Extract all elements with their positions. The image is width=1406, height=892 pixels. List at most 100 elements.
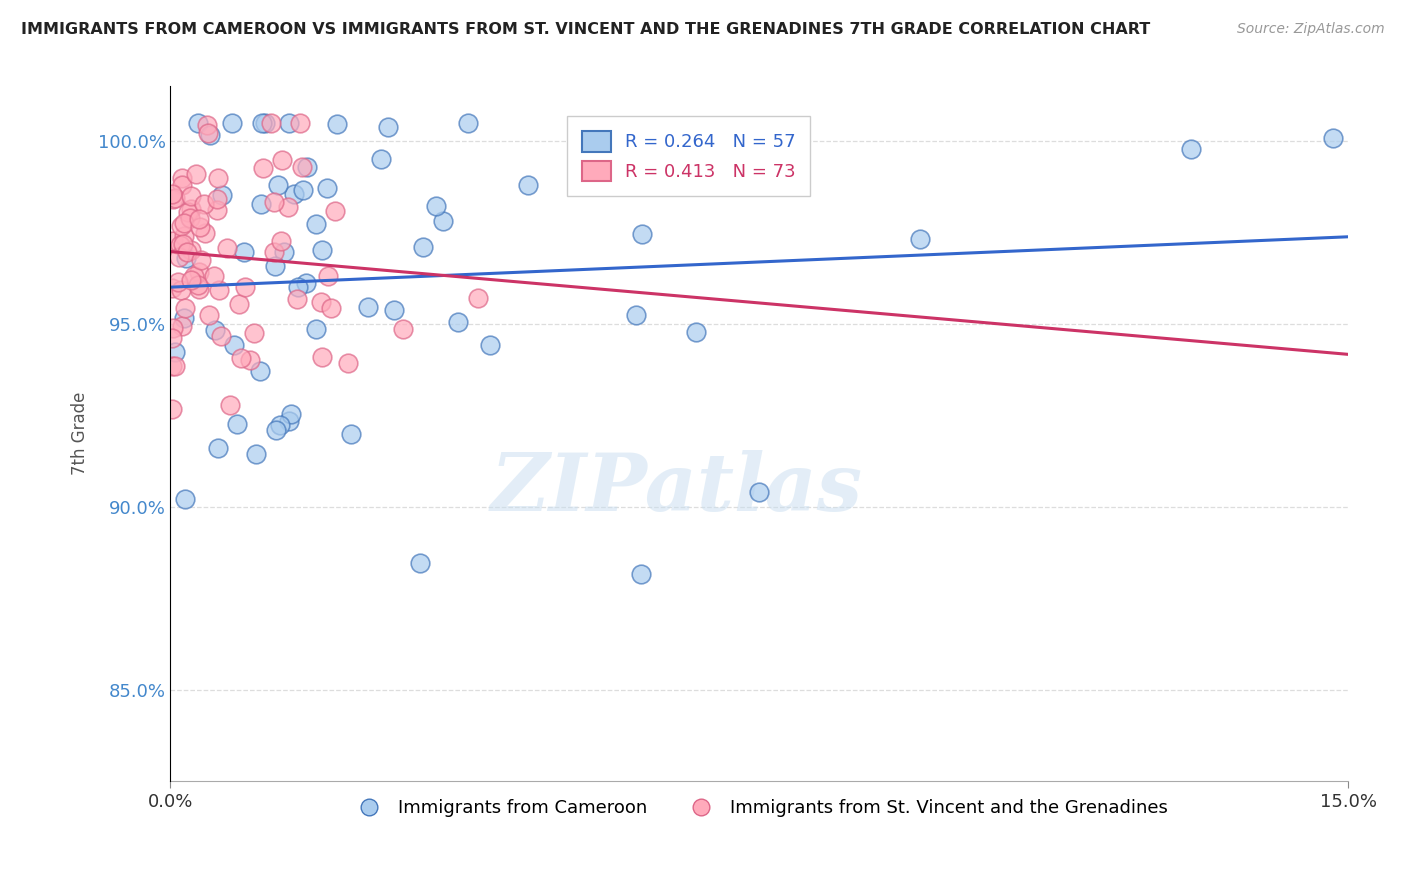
- Point: [180, 244, 202, 258]
- Point: [169, 219, 191, 233]
- Point: [174, 301, 197, 315]
- Point: [180, 188, 202, 202]
- Point: [295, 160, 318, 174]
- Point: [287, 279, 309, 293]
- Point: [516, 178, 538, 192]
- Point: [233, 245, 256, 260]
- Point: [235, 279, 257, 293]
- Point: [250, 116, 273, 130]
- Point: [685, 325, 707, 339]
- Point: [187, 282, 209, 296]
- Point: [245, 447, 267, 461]
- Point: [215, 241, 238, 255]
- Point: [174, 251, 197, 265]
- Point: [315, 181, 337, 195]
- Point: [176, 245, 198, 260]
- Point: [239, 353, 262, 368]
- Point: [339, 427, 361, 442]
- Point: [188, 212, 211, 227]
- Point: [277, 116, 299, 130]
- Point: [252, 161, 274, 176]
- Point: [316, 268, 339, 283]
- Point: [160, 330, 183, 344]
- Point: [173, 311, 195, 326]
- Point: [285, 292, 308, 306]
- Point: [173, 216, 195, 230]
- Point: [259, 116, 281, 130]
- Point: [222, 337, 245, 351]
- Point: [170, 318, 193, 333]
- Point: [202, 268, 225, 283]
- Point: [205, 192, 228, 206]
- Point: [624, 309, 647, 323]
- Point: [1322, 130, 1344, 145]
- Point: [425, 199, 447, 213]
- Point: [283, 187, 305, 202]
- Point: [173, 228, 195, 243]
- Point: [269, 417, 291, 432]
- Point: [209, 328, 232, 343]
- Point: [336, 356, 359, 370]
- Point: [167, 250, 190, 264]
- Point: [194, 226, 217, 240]
- Point: [205, 202, 228, 217]
- Point: [163, 191, 186, 205]
- Point: [409, 556, 432, 570]
- Point: [277, 200, 299, 214]
- Point: [267, 178, 290, 192]
- Point: [218, 399, 240, 413]
- Point: [170, 171, 193, 186]
- Point: [280, 407, 302, 421]
- Point: [179, 211, 201, 225]
- Point: [253, 116, 276, 130]
- Point: [243, 326, 266, 340]
- Point: [198, 128, 221, 142]
- Legend: Immigrants from Cameroon, Immigrants from St. Vincent and the Grenadines: Immigrants from Cameroon, Immigrants fro…: [343, 791, 1175, 824]
- Point: [271, 153, 294, 167]
- Point: [391, 322, 413, 336]
- Point: [187, 116, 209, 130]
- Point: [166, 275, 188, 289]
- Point: [162, 321, 184, 335]
- Point: [229, 351, 252, 366]
- Point: [160, 359, 183, 373]
- Point: [160, 281, 183, 295]
- Point: [326, 117, 349, 131]
- Point: [277, 414, 299, 428]
- Point: [412, 240, 434, 254]
- Point: [263, 244, 285, 259]
- Point: [295, 277, 318, 291]
- Point: [311, 350, 333, 364]
- Point: [309, 295, 332, 310]
- Point: [370, 153, 392, 167]
- Point: [467, 291, 489, 305]
- Point: [1180, 141, 1202, 155]
- Point: [323, 204, 346, 219]
- Point: [162, 192, 184, 206]
- Point: [228, 297, 250, 311]
- Point: [270, 234, 292, 248]
- Point: [162, 234, 184, 248]
- Point: [190, 253, 212, 268]
- Point: [162, 187, 184, 202]
- Point: [165, 359, 187, 374]
- Point: [211, 187, 233, 202]
- Point: [305, 322, 328, 336]
- Point: [630, 566, 652, 581]
- Point: [195, 118, 218, 132]
- Point: [188, 220, 211, 235]
- Point: [377, 120, 399, 135]
- Point: [264, 423, 287, 437]
- Point: [207, 441, 229, 455]
- Text: Source: ZipAtlas.com: Source: ZipAtlas.com: [1237, 22, 1385, 37]
- Point: [382, 303, 405, 318]
- Y-axis label: 7th Grade: 7th Grade: [72, 392, 89, 475]
- Point: [207, 171, 229, 186]
- Point: [177, 204, 200, 219]
- Point: [187, 265, 209, 279]
- Point: [184, 167, 207, 181]
- Point: [273, 245, 295, 260]
- Point: [221, 116, 243, 130]
- Point: [357, 301, 380, 315]
- Point: [263, 195, 285, 210]
